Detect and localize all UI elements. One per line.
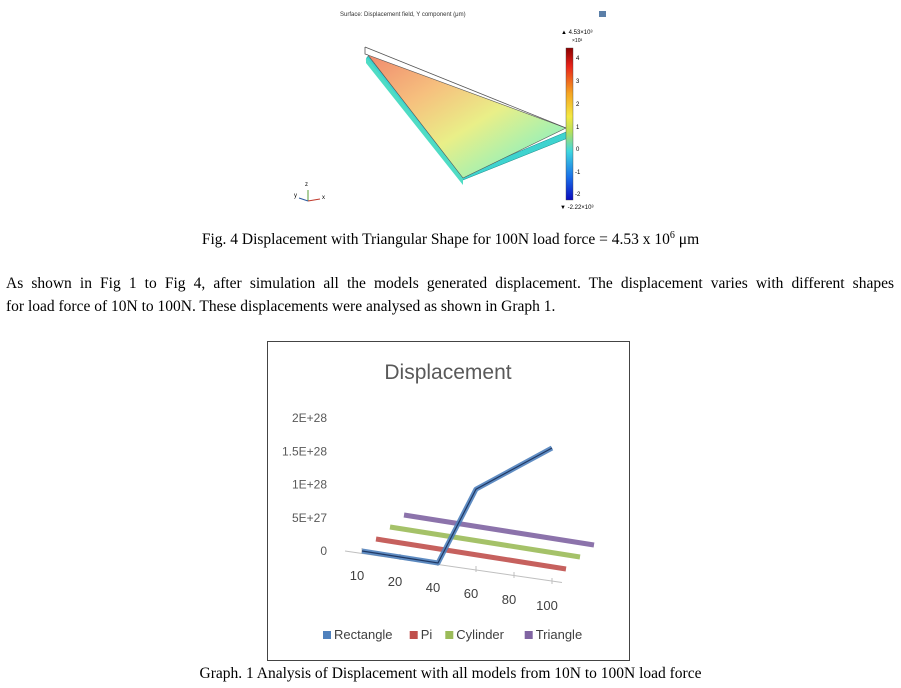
colorbar-min-label: ▼ -2.22×10³: [560, 205, 594, 211]
toolbar-icon[interactable]: [599, 11, 606, 17]
x-tick-label: 100: [536, 598, 558, 613]
chart-frame: [267, 341, 630, 661]
legend-label-triangle: Triangle: [536, 627, 582, 642]
wireframe-corner: [364, 47, 369, 56]
figure-caption-unit: μm: [674, 231, 700, 249]
x-tick-label: 80: [502, 592, 516, 607]
paragraph-line: As shown in Fig 1 to Fig 4, after simula…: [6, 275, 894, 292]
graph-caption: Graph. 1 Analysis of Displacement with a…: [199, 665, 702, 682]
x-tick-label: 60: [464, 586, 478, 601]
colorbar: [565, 47, 574, 201]
triangle-surface: [367, 54, 567, 179]
axis-y-label: y: [294, 193, 297, 199]
wireframe-top-edge: [364, 46, 567, 129]
series-ribbon-triangle: [403, 512, 595, 548]
y-tick-label: 1.5E+28: [282, 444, 327, 458]
legend-label-pi: Pi: [421, 627, 433, 642]
axis-x-label: x: [322, 195, 325, 201]
x-tick-label: 20: [388, 574, 402, 589]
colorbar-tick: 3: [576, 79, 580, 85]
figure-caption-text: Fig. 4 Displacement with Triangular Shap…: [201, 231, 670, 249]
legend-swatch-rectangle: [323, 631, 331, 639]
series-ribbon-pi: [375, 536, 567, 572]
figure-caption-exponent: 6: [669, 230, 675, 241]
axis-z-label: z: [305, 182, 308, 188]
colorbar-tick: -1: [575, 170, 581, 176]
paragraph-line: for load force of 10N to 100N. These dis…: [6, 298, 556, 315]
legend-label-cylinder: Cylinder: [456, 627, 504, 642]
axes-triad: [298, 190, 321, 202]
y-tick-label: 5E+27: [292, 511, 327, 525]
colorbar-exponent: ×10³: [572, 38, 583, 44]
legend-label-rectangle: Rectangle: [334, 627, 393, 642]
legend-swatch-pi: [409, 631, 418, 639]
body-paragraph: As shown in Fig 1 to Fig 4, after simula…: [6, 272, 894, 318]
y-tick-label: 2E+28: [292, 411, 327, 425]
legend-swatch-triangle: [524, 631, 533, 639]
y-tick-label: 0: [320, 544, 327, 558]
series-ribbon-cylinder: [389, 524, 581, 560]
fig4-render: [298, 11, 606, 202]
x-tick-label: 10: [350, 568, 364, 583]
colorbar-tick: 0: [576, 147, 580, 153]
y-tick-label: 1E+28: [292, 478, 327, 492]
colorbar-tick: 2: [576, 102, 580, 108]
x-tick-label: 40: [426, 580, 440, 595]
colorbar-tick: 1: [576, 125, 580, 131]
displacement-chart: Displacement 0 5E+27 1E+28 1.5E+28 2E+28 10 2…: [282, 361, 595, 642]
plate-side: [366, 57, 463, 185]
colorbar-tick: -2: [575, 192, 581, 198]
chart-title: Displacement: [384, 361, 511, 384]
surface-title: Surface: Displacement field, Y component…: [340, 12, 466, 18]
figure-caption: Fig. 4 Displacement with Triangular Shap…: [0, 230, 901, 249]
colorbar-max-label: ▲ 4.53×10³: [561, 30, 593, 36]
colorbar-tick: 4: [576, 56, 580, 62]
series-line-rectangle: [361, 447, 553, 564]
legend-swatch-cylinder: [445, 631, 454, 639]
